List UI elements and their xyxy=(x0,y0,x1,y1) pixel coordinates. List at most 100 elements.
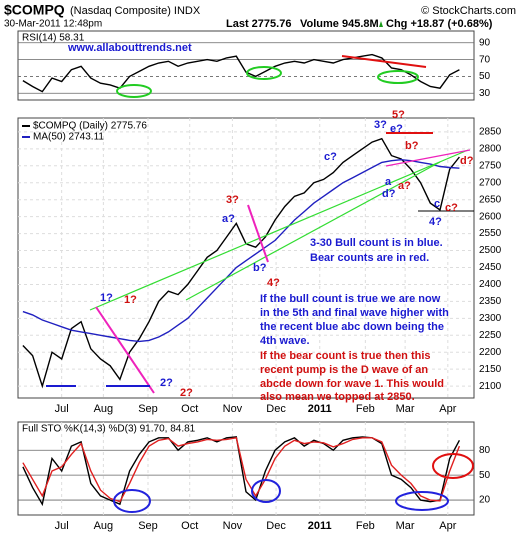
y-tick-label: 50 xyxy=(479,470,491,481)
wave-line xyxy=(247,204,269,263)
x-tick-label: Feb xyxy=(356,520,375,532)
wave-label: 1? xyxy=(100,292,113,304)
wave-label: 5? xyxy=(392,109,405,121)
x-tick-label: Apr xyxy=(439,520,456,532)
sto-circle xyxy=(113,489,151,513)
x-tick-label: Dec xyxy=(266,403,286,415)
note: abcde down for wave 1. This would xyxy=(260,378,444,390)
y-tick-label: 2700 xyxy=(479,177,502,188)
wave-label: 2? xyxy=(180,387,193,399)
wave-label: e? xyxy=(390,123,403,135)
x-tick-label: Mar xyxy=(396,403,415,415)
wave-label: 4? xyxy=(267,277,280,289)
y-tick-label: 2300 xyxy=(479,313,502,324)
y-tick-label: 2450 xyxy=(479,262,502,273)
y-tick-label: 30 xyxy=(479,88,491,99)
wave-label: 2? xyxy=(160,377,173,389)
wave-line xyxy=(385,149,471,167)
x-tick-label: Oct xyxy=(181,520,198,532)
wave-label: b? xyxy=(253,262,267,274)
x-tick-label: Dec xyxy=(266,520,286,532)
note: 3-30 Bull count is in blue. xyxy=(310,237,443,249)
last: Last 2775.76 xyxy=(226,18,291,30)
x-tick-label: 2011 xyxy=(308,403,332,415)
date: 30-Mar-2011 12:48pm xyxy=(4,19,102,30)
panel-title: RSI(14) 58.31 xyxy=(22,33,85,44)
y-tick-label: 2250 xyxy=(479,330,502,341)
wave-label: 3? xyxy=(226,194,239,206)
x-tick-label: 2011 xyxy=(308,520,332,532)
change: Chg +18.87 (+0.68%) xyxy=(386,18,493,30)
wave-label: 1? xyxy=(124,294,137,306)
x-tick-label: Mar xyxy=(396,520,415,532)
wave-label: 4? xyxy=(429,216,442,228)
wave-label: c? xyxy=(445,202,458,214)
y-tick-label: 2500 xyxy=(479,245,502,256)
x-tick-label: Sep xyxy=(138,520,158,532)
x-tick-label: Aug xyxy=(94,403,114,415)
y-tick-label: 2100 xyxy=(479,381,502,392)
wave-label: a xyxy=(385,176,392,188)
note: also mean we topped at 2850. xyxy=(260,391,415,403)
x-tick-label: Aug xyxy=(94,520,114,532)
wave-label: a? xyxy=(222,213,235,225)
y-tick-label: 2150 xyxy=(479,364,502,375)
panel-frame xyxy=(17,421,475,516)
up-arrow xyxy=(379,21,383,27)
x-tick-label: Apr xyxy=(439,403,456,415)
rsi-circle xyxy=(116,84,152,98)
note: Bear counts are in red. xyxy=(310,252,429,264)
note: recent pump is the D wave of an xyxy=(260,364,428,376)
symbol: $COMPQ xyxy=(4,2,65,18)
y-tick-label: 2800 xyxy=(479,143,502,154)
y-tick-label: 2850 xyxy=(479,127,502,138)
y-tick-label: 2350 xyxy=(479,296,502,307)
x-tick-label: Oct xyxy=(181,403,198,415)
y-tick-label: 70 xyxy=(479,54,491,65)
series-line xyxy=(22,436,461,507)
note: in the 5th and final wave higher with xyxy=(260,307,449,319)
y-tick-label: 2550 xyxy=(479,228,502,239)
wave-label: a? xyxy=(398,180,411,192)
rsi-circle xyxy=(377,70,419,84)
x-tick-label: Jul xyxy=(55,520,69,532)
y-tick-label: 2400 xyxy=(479,279,502,290)
legend-label: $COMPQ (Daily) 2775.76 xyxy=(33,121,147,132)
x-tick-label: Jul xyxy=(55,403,69,415)
series-line xyxy=(22,137,460,389)
wave-label: c xyxy=(434,198,440,210)
legend-label: MA(50) 2743.11 xyxy=(33,132,104,143)
website: www.allabouttrends.net xyxy=(67,42,192,54)
panel-title: Full STO %K(14,3) %D(3) 91.70, 84.81 xyxy=(22,424,196,435)
note: the recent blue abc down being the xyxy=(260,321,444,333)
volume: Volume 945.8M xyxy=(300,18,379,30)
rsi-trend xyxy=(341,55,427,68)
y-tick-label: 90 xyxy=(479,37,491,48)
series-line xyxy=(22,158,460,343)
note: If the bull count is true we are now xyxy=(260,293,441,305)
series-line xyxy=(22,437,461,503)
y-tick-label: 2200 xyxy=(479,347,502,358)
channel-upper xyxy=(89,149,469,311)
series-line xyxy=(22,53,460,93)
wave-label: b? xyxy=(405,140,419,152)
sto-circle xyxy=(395,491,449,511)
wave-label: 3? xyxy=(374,119,387,131)
y-tick-label: 20 xyxy=(479,495,491,506)
drawings xyxy=(46,55,474,513)
sto-circle xyxy=(432,453,474,479)
y-tick-label: 80 xyxy=(479,445,491,456)
wave-label: d? xyxy=(382,188,396,200)
y-tick-label: 2600 xyxy=(479,211,502,222)
rsi-circle xyxy=(246,66,282,80)
x-tick-label: Feb xyxy=(356,403,375,415)
y-tick-label: 2750 xyxy=(479,160,502,171)
x-tick-label: Sep xyxy=(138,403,158,415)
wave-label: d? xyxy=(460,155,474,167)
y-tick-label: 50 xyxy=(479,71,491,82)
x-tick-label: Nov xyxy=(223,403,243,415)
source: © StockCharts.com xyxy=(421,5,516,17)
channel-lower xyxy=(185,161,441,301)
note: 4th wave. xyxy=(260,335,310,347)
